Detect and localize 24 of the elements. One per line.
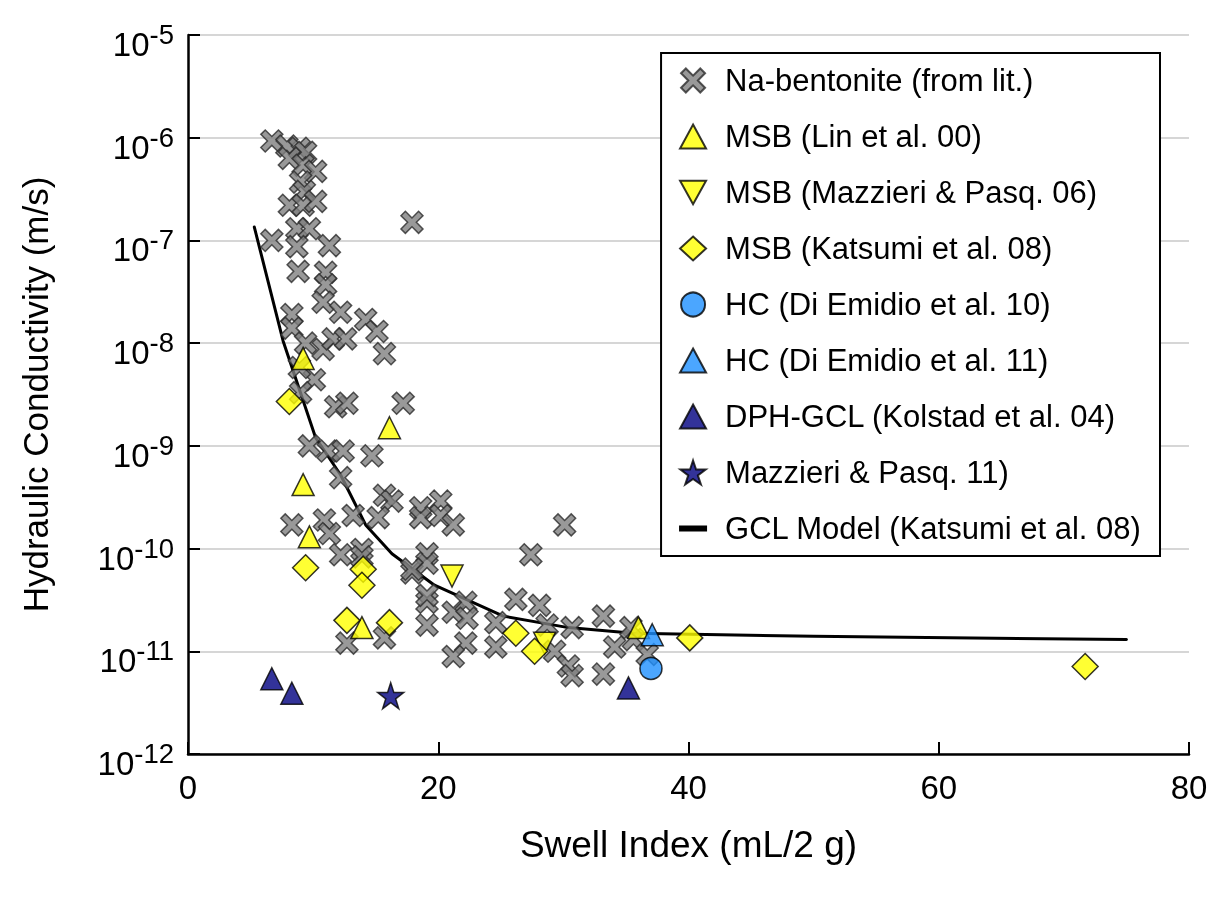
legend-label: HC (Di Emidio et al. 10) bbox=[725, 287, 1051, 322]
y-tick-label: 10$^{-12}$ bbox=[97, 737, 174, 782]
x-tick-label: 80 bbox=[1169, 768, 1209, 808]
legend-label: DPH-GCL (Kolstad et al. 04) bbox=[725, 399, 1115, 434]
y-tick-label: 10$^{-5}$ bbox=[112, 18, 174, 63]
y-axis-title: Hydraulic Conductivity (m/s) bbox=[16, 176, 55, 613]
y-tick-label: 10$^{-7}$ bbox=[112, 223, 174, 269]
legend-label: HC (Di Emidio et al. 11) bbox=[725, 343, 1049, 378]
x-tick-label: 0 bbox=[178, 769, 198, 806]
y-tick-label: 10$^{-8}$ bbox=[112, 326, 174, 372]
y-tick-label: 10$^{-9}$ bbox=[112, 428, 174, 474]
legend-label: GCL Model (Katsumi et al. 08) bbox=[725, 511, 1141, 546]
x-tick-label: 40 bbox=[669, 768, 708, 808]
legend-label: MSB (Katsumi et al. 08) bbox=[725, 231, 1053, 266]
y-tick-label: 10$^{-11}$ bbox=[99, 634, 174, 680]
y-tick-label: 10$^{-10}$ bbox=[97, 531, 174, 577]
x-axis-title: Swell Index (mL/2 g) bbox=[519, 824, 858, 865]
legend-label: MSB (Mazzieri & Pasq. 06) bbox=[725, 175, 1098, 210]
legend-label: Mazzieri & Pasq. 11) bbox=[725, 455, 1009, 490]
legend-label: MSB (Lin et al. 00) bbox=[725, 119, 982, 154]
x-tick-label: 60 bbox=[919, 768, 959, 808]
legend-label: Na-bentonite (from lit.) bbox=[725, 63, 1034, 98]
y-tick-label: 10$^{-6}$ bbox=[112, 120, 174, 166]
x-tick-label: 20 bbox=[418, 768, 458, 808]
